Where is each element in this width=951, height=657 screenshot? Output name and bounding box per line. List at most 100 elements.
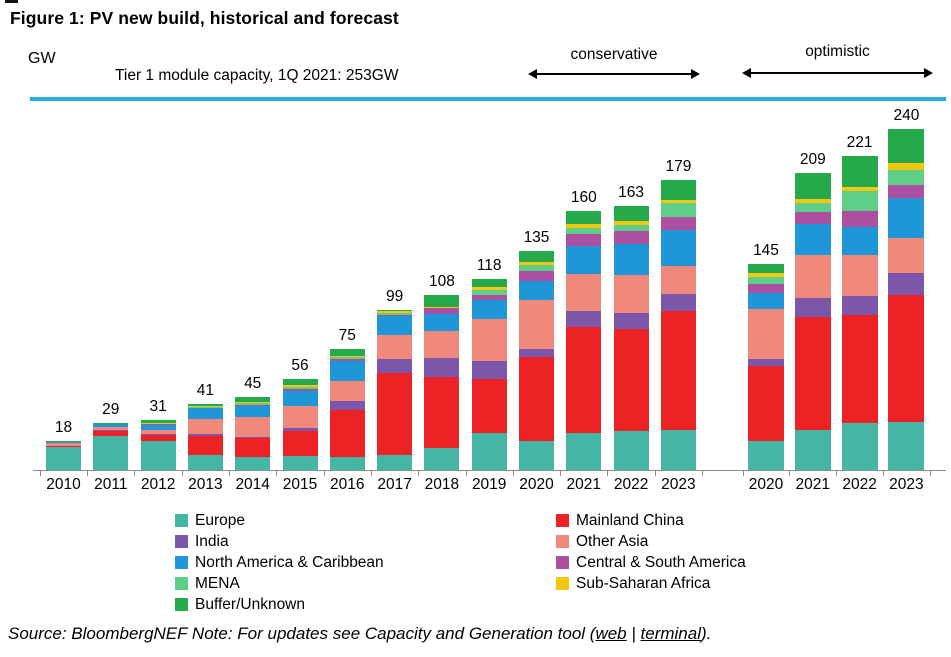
segment-other-asia <box>93 426 129 431</box>
segment-sub-saharan-africa <box>235 402 271 404</box>
segment-mena <box>282 386 318 390</box>
x-axis-label-2010-conservative: 2010 <box>46 476 81 493</box>
bar-total-label: 45 <box>244 375 262 393</box>
segment-mena <box>471 290 507 296</box>
segment-india <box>235 436 271 439</box>
segment-mainland-china <box>660 311 696 430</box>
segment-mainland-china <box>187 435 223 456</box>
segment-mena <box>140 423 176 425</box>
bar-total-label: 18 <box>54 418 73 436</box>
segment-europe <box>424 448 460 470</box>
segment-sub-saharan-africa <box>613 221 649 226</box>
segment-india <box>282 427 318 432</box>
x-axis-label-2022-optimistic: 2022 <box>842 476 877 493</box>
x-axis-label-2021-conservative: 2021 <box>566 476 602 493</box>
x-axis-label-2023-optimistic: 2023 <box>889 476 924 493</box>
segment-europe <box>748 441 784 470</box>
bar-total-label: 99 <box>385 287 404 305</box>
x-axis-line <box>33 470 946 471</box>
segment-central-south-america <box>140 424 176 425</box>
segment-europe <box>566 432 602 470</box>
legend-swatch-icon <box>175 598 188 611</box>
bar-2020-conservative <box>519 251 554 470</box>
segment-mainland-china <box>841 314 878 423</box>
tier1-capacity-reference-line <box>30 97 946 101</box>
segment-mena <box>329 356 365 360</box>
web-link[interactable]: web <box>595 624 627 643</box>
segment-europe <box>471 432 507 470</box>
segment-mena <box>424 307 460 309</box>
segment-europe <box>794 429 831 470</box>
bar-total-label: 29 <box>102 401 120 419</box>
axis-tick <box>323 471 325 476</box>
arrow-line <box>533 73 695 75</box>
segment-india <box>424 358 460 377</box>
segment-mainland-china <box>424 376 460 449</box>
legend-item-mena: MENA <box>175 573 384 594</box>
segment-mainland-china <box>235 438 271 458</box>
segment-central-south-america <box>660 216 696 231</box>
segment-europe <box>46 447 81 470</box>
x-axis-label-2017-conservative: 2017 <box>377 476 412 493</box>
segment-sub-saharan-africa <box>841 187 878 192</box>
terminal-link[interactable]: terminal <box>640 624 701 643</box>
segment-india <box>471 361 507 380</box>
segment-mainland-china <box>329 410 365 458</box>
source-text-suffix: ). <box>700 624 712 643</box>
optimistic-range-arrow <box>742 68 933 78</box>
segment-india <box>377 358 413 374</box>
legend-label: Sub-Saharan Africa <box>576 574 711 592</box>
segment-sub-saharan-africa <box>566 224 602 228</box>
segment-mainland-china <box>140 435 176 441</box>
arrow-right-head-icon <box>691 69 700 79</box>
segment-other-asia <box>235 417 271 437</box>
stacked-bar-chart: 18 2010 29 2011 31 2012 41 2013 45 2014 56 2015 75 20… <box>33 107 946 493</box>
segment-other-asia <box>140 430 176 435</box>
x-axis-label-2023-conservative: 2023 <box>661 476 696 493</box>
segment-buffer-unknown <box>46 440 81 442</box>
segment-buffer-unknown <box>424 295 460 308</box>
segment-north-america-caribbean <box>519 281 554 301</box>
bar-total-label: 145 <box>753 242 779 260</box>
segment-other-asia <box>187 418 223 435</box>
axis-tick <box>181 471 183 476</box>
x-axis-label-2013-conservative: 2013 <box>188 476 223 493</box>
segment-north-america-caribbean <box>282 391 318 407</box>
segment-buffer-unknown <box>794 173 831 199</box>
segment-buffer-unknown <box>660 180 696 201</box>
segment-europe <box>235 457 271 470</box>
bar-total-label: 118 <box>476 256 502 274</box>
segment-mena <box>660 203 696 217</box>
axis-tick <box>560 471 562 476</box>
arrow-left-head-icon <box>742 68 751 78</box>
segment-buffer-unknown <box>888 129 925 164</box>
source-text: Source: BloombergNEF Note: For updates s… <box>8 624 596 643</box>
segment-other-asia <box>748 309 784 360</box>
segment-buffer-unknown <box>566 210 602 225</box>
segment-other-asia <box>660 265 696 295</box>
legend-label: Mainland China <box>576 511 684 529</box>
segment-central-south-america <box>519 271 554 282</box>
segment-mainland-china <box>377 373 413 455</box>
legend-swatch-icon <box>175 556 188 569</box>
segment-india <box>566 311 602 328</box>
axis-tick <box>418 471 420 476</box>
legend-swatch-icon <box>175 535 188 548</box>
segment-india <box>187 434 223 436</box>
segment-india <box>841 295 878 315</box>
segment-buffer-unknown <box>377 309 413 312</box>
bar-2022-conservative <box>613 206 649 470</box>
x-axis-label-2021-optimistic: 2021 <box>795 476 831 493</box>
bar-total-label: 179 <box>665 158 692 176</box>
segment-north-america-caribbean <box>566 246 602 275</box>
segment-mena <box>794 202 831 212</box>
segment-mainland-china <box>888 295 925 422</box>
segment-buffer-unknown <box>519 251 554 263</box>
legend-label: North America & Caribbean <box>195 553 384 571</box>
segment-north-america-caribbean <box>329 360 365 381</box>
bar-2021-conservative <box>566 210 602 470</box>
bar-2023-conservative <box>660 180 696 470</box>
segment-central-south-america <box>471 295 507 300</box>
segment-mainland-china <box>471 379 507 433</box>
